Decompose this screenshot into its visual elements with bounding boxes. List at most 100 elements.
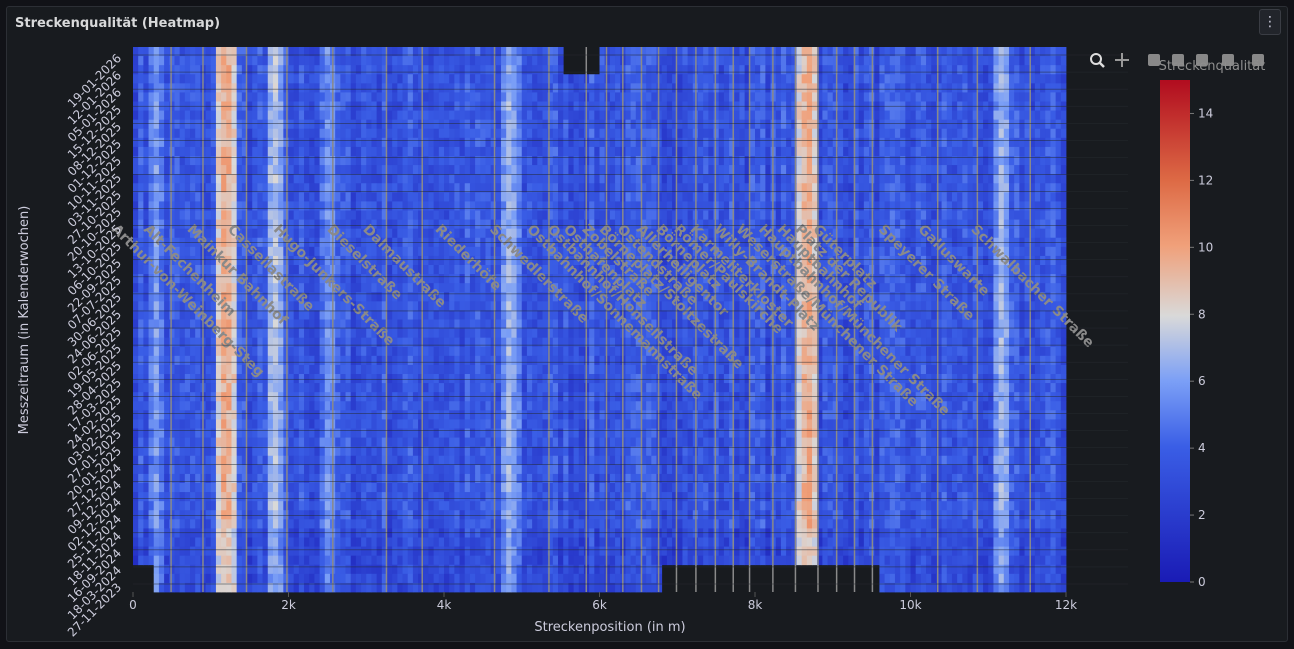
heatmap-cell	[407, 255, 414, 266]
heatmap-cell	[837, 292, 844, 302]
heatmap-cell	[190, 146, 196, 157]
heatmap-cell	[677, 283, 683, 293]
heatmap-cell	[894, 246, 901, 257]
heatmap-cell	[241, 83, 248, 93]
heatmap-cell	[806, 156, 813, 166]
heatmap-cell	[615, 65, 621, 75]
heatmap-cell	[148, 137, 155, 148]
heatmap-cell	[630, 265, 637, 275]
heatmap-cell	[780, 192, 787, 202]
heatmap-cell	[843, 137, 849, 148]
heatmap-cell	[366, 146, 372, 157]
heatmap-cell	[247, 83, 253, 93]
heatmap-cell	[812, 192, 818, 202]
heatmap-cell	[568, 255, 574, 266]
heatmap-cell	[335, 128, 341, 139]
heatmap-cell	[298, 119, 305, 130]
heatmap-cell	[609, 246, 616, 257]
heatmap-cell	[190, 201, 196, 211]
heatmap-cell	[879, 128, 885, 139]
heatmap-cell	[812, 246, 818, 257]
heatmap-cell	[475, 192, 481, 202]
heatmap-cell	[501, 92, 507, 102]
heatmap-cell	[340, 128, 346, 139]
heatmap-cell	[355, 83, 362, 93]
heatmap-cell	[848, 174, 854, 184]
heatmap-cell	[744, 119, 751, 130]
heatmap-cell	[148, 265, 155, 275]
heatmap-cell	[350, 165, 357, 175]
heatmap-cell	[190, 74, 196, 84]
heatmap-cell	[366, 201, 372, 211]
heatmap-cell	[169, 65, 175, 75]
heatmap-cell	[1008, 47, 1015, 57]
heatmap-cell	[158, 156, 165, 166]
heatmap-cell	[459, 128, 466, 139]
heatmap-cell	[340, 110, 346, 121]
heatmap-cell	[589, 146, 595, 157]
heatmap-cell	[993, 274, 1000, 284]
heatmap-cell	[594, 128, 600, 139]
heatmap-cell	[552, 246, 559, 257]
heatmap-cell	[941, 283, 948, 293]
heatmap-cell	[941, 246, 948, 257]
heatmap-cell	[444, 56, 450, 66]
heatmap-cell	[309, 110, 315, 121]
heatmap-cell	[697, 228, 704, 239]
heatmap-cell	[184, 201, 191, 211]
heatmap-cell	[298, 74, 305, 84]
heatmap-cell	[433, 146, 440, 157]
heatmap-cell	[812, 92, 818, 102]
heatmap-cell	[506, 92, 512, 102]
heatmap-cell	[796, 210, 803, 220]
heatmap-cell	[900, 283, 906, 293]
heatmap-cell	[257, 47, 263, 57]
heatmap-cell	[734, 137, 740, 148]
heatmap-cell	[739, 174, 746, 184]
heatmap-cell	[366, 292, 372, 302]
heatmap-cell	[630, 165, 637, 175]
heatmap-cell	[532, 119, 538, 130]
heatmap-cell	[806, 201, 813, 211]
heatmap-cell	[1024, 219, 1031, 230]
heatmap-cell	[397, 292, 403, 302]
heatmap-cell	[267, 65, 274, 75]
heatmap-cell	[946, 110, 953, 121]
heatmap-cell	[796, 255, 803, 266]
heatmap-cell	[179, 174, 186, 184]
heatmap-cell	[1008, 228, 1015, 239]
heatmap-cell	[558, 255, 564, 266]
heatmap-cell	[490, 128, 497, 139]
heatmap-cell	[252, 274, 258, 284]
heatmap-cell	[495, 274, 502, 284]
heatmap-cell	[615, 74, 621, 84]
heatmap-cell	[625, 292, 631, 302]
heatmap-cell	[133, 65, 139, 75]
heatmap-cell	[184, 65, 191, 75]
heatmap-cell	[780, 156, 787, 166]
heatmap-cell	[910, 146, 917, 157]
heatmap-cell	[174, 228, 181, 239]
heatmap-cell	[666, 219, 673, 230]
heatmap-cell	[682, 74, 689, 84]
heatmap-cell	[350, 119, 357, 130]
heatmap-cell	[444, 228, 450, 239]
heatmap-cell	[381, 219, 388, 230]
heatmap-cell	[640, 228, 647, 239]
heatmap-cell	[153, 283, 160, 293]
heatmap-plot-area[interactable]	[133, 47, 1067, 593]
heatmap-cell	[464, 210, 471, 220]
heatmap-cell	[806, 265, 813, 275]
heatmap-cell	[495, 183, 502, 193]
kebab-menu-icon[interactable]: ⋮	[1259, 9, 1281, 35]
heatmap-cell	[231, 219, 238, 230]
heatmap-cell	[594, 219, 600, 230]
heatmap-cell	[454, 174, 460, 184]
heatmap-cell	[729, 119, 735, 130]
heatmap-cell	[257, 119, 263, 130]
heatmap-cell	[485, 192, 492, 202]
heatmap-cell	[884, 274, 891, 284]
heatmap-cell	[495, 47, 502, 57]
heatmap-cell	[1034, 210, 1041, 220]
